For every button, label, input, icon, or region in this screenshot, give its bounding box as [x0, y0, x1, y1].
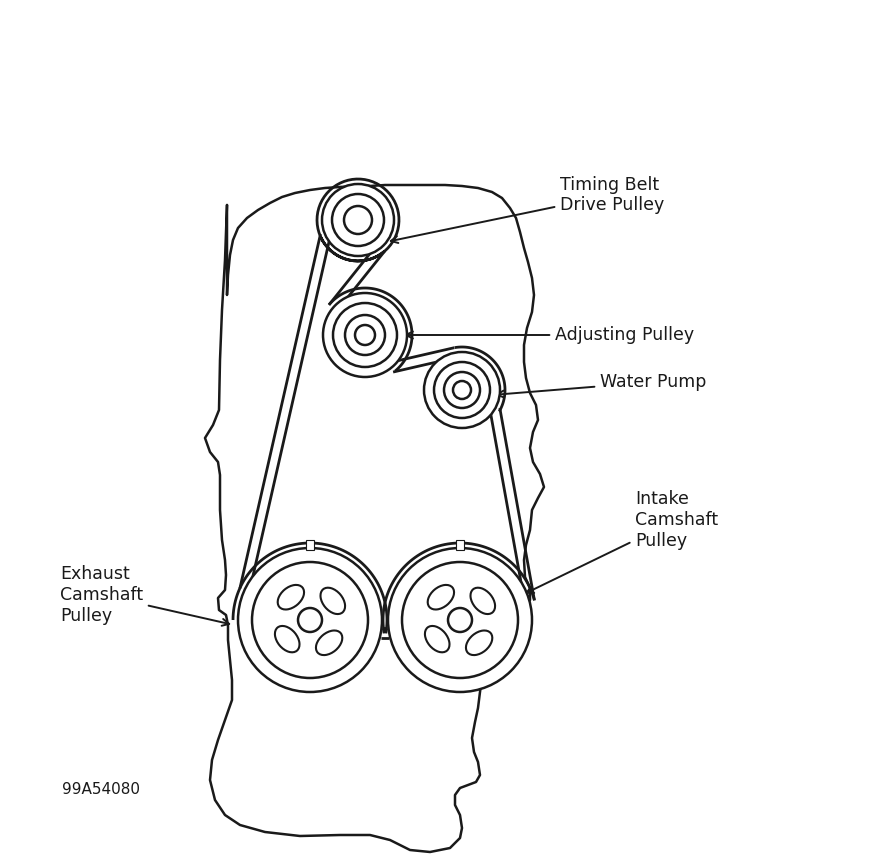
Ellipse shape: [320, 587, 345, 614]
Ellipse shape: [471, 587, 495, 614]
Circle shape: [238, 548, 382, 692]
FancyBboxPatch shape: [306, 540, 314, 550]
Text: 99A54080: 99A54080: [62, 783, 140, 798]
Text: Intake
Camshaft
Pulley: Intake Camshaft Pulley: [527, 490, 718, 593]
Circle shape: [323, 293, 407, 377]
Text: Water Pump: Water Pump: [497, 373, 707, 398]
Ellipse shape: [275, 626, 300, 652]
Ellipse shape: [425, 626, 449, 652]
Text: Timing Belt
Drive Pulley: Timing Belt Drive Pulley: [391, 176, 664, 243]
Ellipse shape: [316, 631, 343, 655]
Circle shape: [322, 184, 394, 256]
Text: Exhaust
Camshaft
Pulley: Exhaust Camshaft Pulley: [60, 565, 229, 625]
Ellipse shape: [278, 585, 304, 610]
Circle shape: [388, 548, 532, 692]
FancyBboxPatch shape: [456, 540, 464, 550]
Ellipse shape: [428, 585, 454, 610]
Text: Adjusting Pulley: Adjusting Pulley: [406, 326, 694, 344]
Circle shape: [424, 352, 500, 428]
Ellipse shape: [466, 631, 492, 655]
